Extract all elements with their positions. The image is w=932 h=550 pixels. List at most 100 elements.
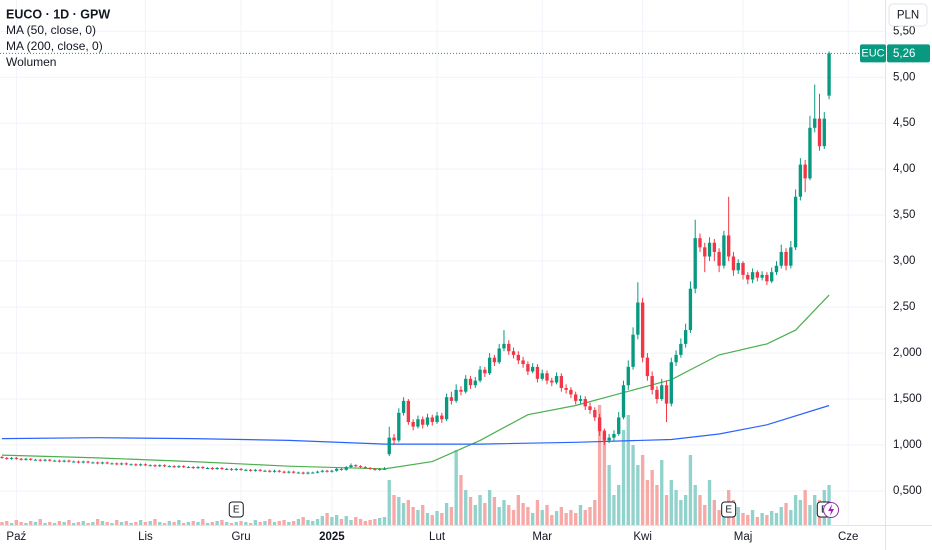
volume-bar (301, 517, 305, 525)
volume-bar (583, 510, 587, 525)
volume-bar (95, 519, 100, 525)
currency-button[interactable] (888, 3, 928, 27)
candle-body (468, 378, 473, 386)
candle-body (105, 462, 109, 464)
candle-body (191, 467, 195, 469)
candle-body (550, 380, 554, 383)
volume-bar (277, 521, 281, 525)
volume-bar (535, 500, 540, 525)
axes: 0,500 1,000 1,500 2,000 2,50 3,00 3,50 4,00 4,50… (6, 25, 921, 543)
candle-body (554, 376, 559, 383)
candle-body (597, 417, 602, 432)
earnings-marker[interactable] (721, 501, 737, 518)
candle-body (578, 399, 583, 401)
volume-bar (315, 519, 320, 525)
candle-body (24, 458, 28, 460)
volume-bar (33, 522, 38, 525)
currency-label[interactable]: PLN (897, 10, 919, 22)
candle-body (220, 467, 224, 469)
candle-body (483, 369, 487, 374)
candle-body (712, 242, 717, 252)
volume-bar (253, 520, 258, 525)
candle-body (387, 437, 391, 455)
earnings-marker-label[interactable]: E (725, 505, 732, 516)
volume-bar (215, 521, 219, 525)
y-tick-label: 2,50 (893, 301, 915, 313)
x-tick-label: Cze (838, 531, 858, 543)
y-tick-label: 4,00 (893, 163, 915, 175)
candle-body (770, 272, 774, 282)
volume-bar (789, 510, 793, 525)
volume-bar (38, 519, 42, 525)
candle-body (703, 247, 707, 257)
earnings-marker[interactable] (228, 501, 244, 518)
candle-body (201, 467, 205, 469)
candle-body (14, 457, 19, 459)
earnings-marker-label[interactable]: E (233, 505, 240, 516)
candle-body (196, 467, 200, 469)
candle-body (43, 459, 47, 461)
candle-body (239, 468, 243, 470)
candle-body (334, 468, 339, 471)
candle-body (492, 357, 497, 363)
volume-bar (736, 507, 740, 525)
candle-body (143, 464, 148, 466)
candle-body (277, 470, 281, 472)
candle-body (507, 343, 511, 352)
volume-bar (497, 507, 501, 525)
volume-bar (29, 521, 33, 525)
volume-bar (707, 480, 712, 525)
volume-bar (516, 495, 520, 525)
volume-bar (363, 521, 368, 525)
candle-body (430, 417, 434, 423)
volume-bar (62, 522, 66, 525)
volume-bar (755, 517, 760, 525)
volume-bar (473, 505, 477, 525)
candle-body (38, 459, 42, 461)
candle-body (803, 164, 807, 179)
candle-body (497, 348, 501, 363)
volume-bar (105, 522, 109, 525)
volume-bar (263, 521, 267, 525)
candle-body (301, 472, 305, 474)
volume-bar (382, 517, 387, 525)
dividend-icon[interactable] (828, 504, 835, 516)
volume-bar (597, 405, 602, 525)
volume-bar (272, 522, 277, 525)
x-tick-label: Maj (734, 531, 753, 543)
candle-body (569, 389, 573, 395)
candle-body (421, 419, 425, 425)
volume-bar (559, 507, 564, 525)
candle-body (330, 470, 334, 472)
candle-body (784, 251, 788, 266)
moving-average-line (1, 294, 830, 470)
volume-bar (258, 522, 262, 525)
candle-body (511, 351, 516, 355)
volume-bar (81, 521, 85, 525)
candle-body (755, 272, 760, 278)
x-tick-label: Mar (532, 531, 552, 543)
candle-body (411, 422, 415, 427)
volume-bar (746, 515, 750, 525)
candle-body (349, 465, 353, 468)
volume-bar (521, 503, 525, 525)
volume-bar (411, 507, 415, 525)
candle-body (583, 399, 587, 407)
volume-bar (526, 507, 530, 525)
candle-body (765, 274, 769, 282)
volume-bar (617, 485, 621, 525)
volume-bar (148, 521, 152, 525)
candle-body (76, 461, 81, 463)
volume-bar (554, 511, 559, 525)
volume-bar (454, 450, 458, 525)
volume-layer (0, 405, 831, 525)
volume-bar (119, 522, 124, 525)
candle-body (640, 302, 645, 358)
volume-bar (325, 513, 329, 525)
candle-body (722, 235, 726, 266)
candle-body (258, 469, 262, 471)
y-tick-label: 3,50 (893, 209, 915, 221)
